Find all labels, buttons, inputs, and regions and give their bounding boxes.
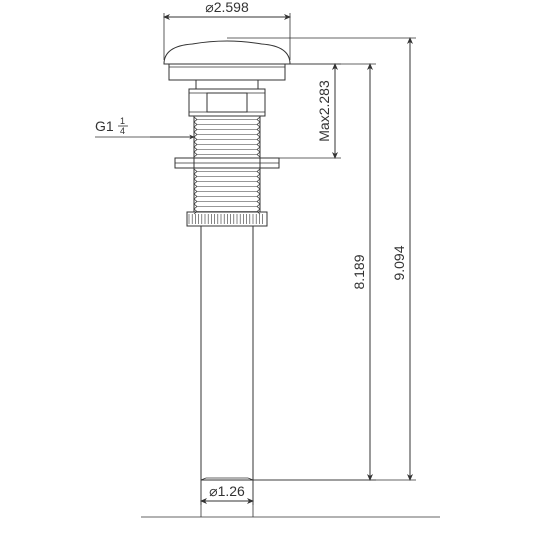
- svg-text:1: 1: [120, 116, 125, 126]
- svg-text:4: 4: [120, 126, 125, 136]
- label-right-9094: 9.094: [391, 245, 407, 280]
- label-left-thread: G1: [95, 118, 114, 134]
- dimension-labels: ⌀2.598 ⌀1.26 G1 14 Max2.283 8.189 9.094: [95, 0, 407, 499]
- label-right-max: Max2.283: [316, 80, 332, 142]
- label-right-8189: 8.189: [351, 254, 367, 289]
- dimension-lines: [95, 13, 440, 517]
- label-bottom-dia: ⌀1.26: [209, 483, 245, 499]
- label-top-dia: ⌀2.598: [205, 0, 249, 15]
- drawing-canvas: ⌀2.598 ⌀1.26 G1 14 Max2.283 8.189 9.094: [0, 0, 550, 550]
- thread-lines: [194, 117, 260, 214]
- part-outline: [164, 41, 290, 480]
